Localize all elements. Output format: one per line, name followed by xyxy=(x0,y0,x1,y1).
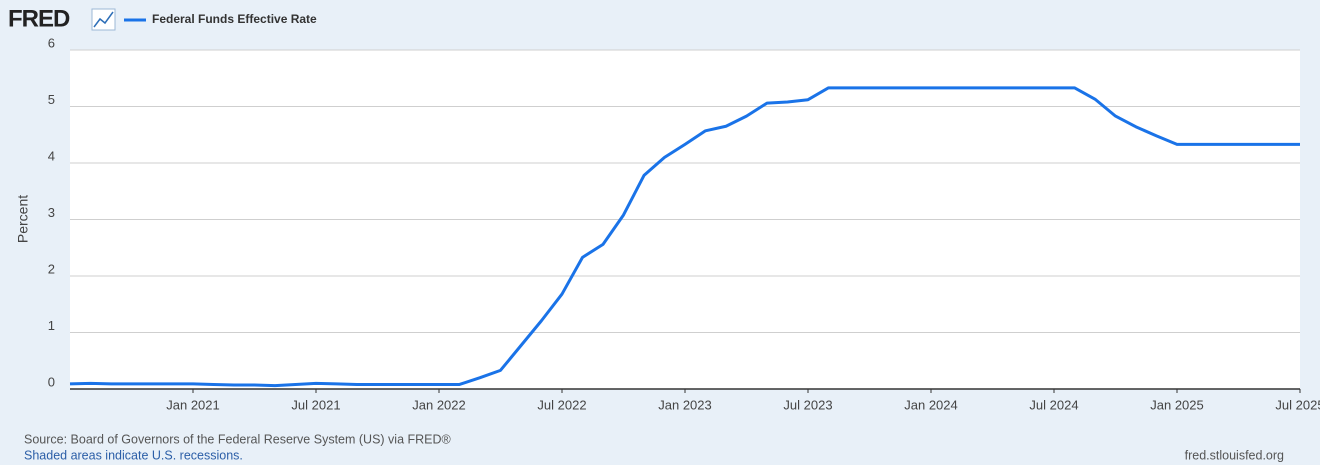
y-tick-label: 3 xyxy=(48,205,55,220)
x-tick-label: Jan 2024 xyxy=(904,397,958,412)
x-tick-label: Jul 2025 xyxy=(1275,397,1320,412)
x-tick-label: Jul 2021 xyxy=(291,397,340,412)
data-line xyxy=(69,86,1300,388)
y-tick-label: 0 xyxy=(48,374,55,389)
logo-icon xyxy=(91,8,116,31)
y-axis-label: Percent xyxy=(15,195,31,243)
y-tick-label: 4 xyxy=(48,148,55,163)
brand-logo[interactable]: FRED xyxy=(8,5,71,32)
y-tick-label: 6 xyxy=(48,35,55,50)
recession-note[interactable]: Shaded areas indicate U.S. recessions. xyxy=(24,448,243,462)
y-tick-label: 2 xyxy=(48,261,55,276)
y-tick-label: 5 xyxy=(48,92,55,107)
x-tick-label: Jul 2023 xyxy=(783,397,832,412)
x-tick-label: Jan 2022 xyxy=(412,397,466,412)
site-url[interactable]: fred.stlouisfed.org xyxy=(1185,448,1284,462)
legend-label: Federal Funds Effective Rate xyxy=(152,12,317,26)
source-note: Source: Board of Governors of the Federa… xyxy=(24,432,452,446)
x-tick-label: Jul 2024 xyxy=(1029,397,1078,412)
x-tick-label: Jan 2025 xyxy=(1150,397,1204,412)
x-tick-label: Jan 2023 xyxy=(658,397,712,412)
x-tick-label: Jul 2022 xyxy=(537,397,586,412)
y-tick-label: 1 xyxy=(48,318,55,333)
x-tick-label: Jan 2021 xyxy=(166,397,220,412)
